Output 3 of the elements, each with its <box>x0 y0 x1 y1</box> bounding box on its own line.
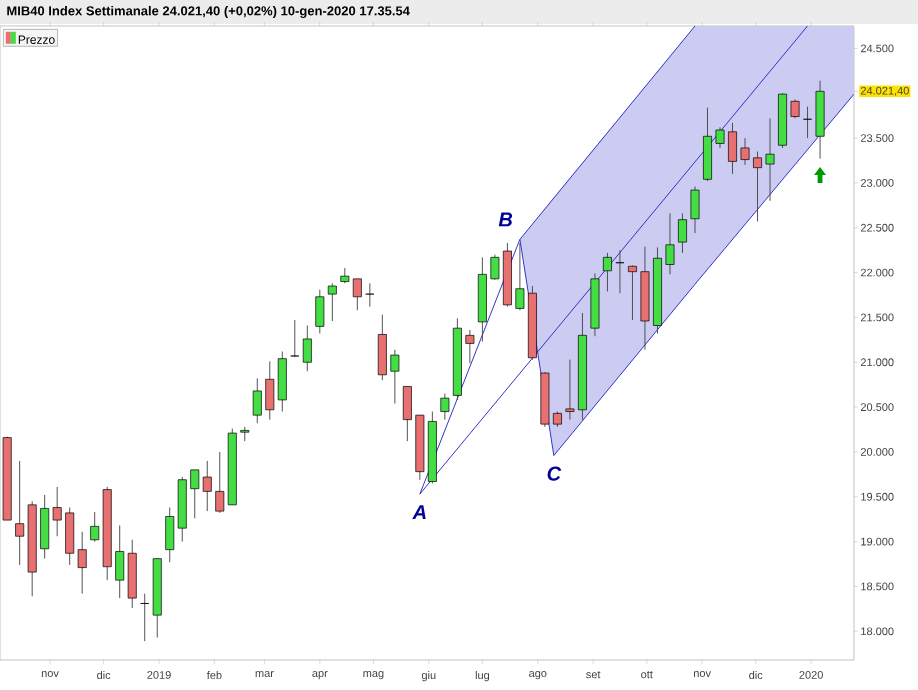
annotation: B <box>498 212 513 227</box>
annotation: C <box>547 466 562 481</box>
annotation: A <box>412 505 426 519</box>
